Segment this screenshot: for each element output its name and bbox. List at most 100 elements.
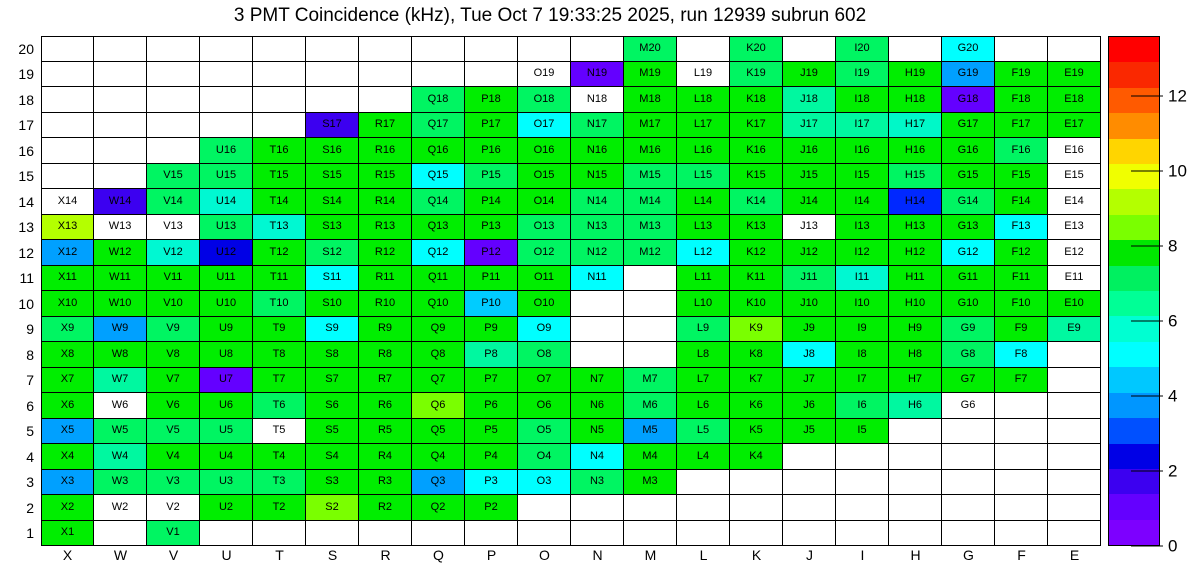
- cell-label: O5: [536, 424, 552, 437]
- cell-label: G6: [960, 398, 976, 411]
- cell-label: N7: [589, 373, 605, 386]
- heatmap-cell-r3: R3: [359, 469, 412, 495]
- heatmap-cell-h18: H18: [889, 87, 942, 113]
- cell-label: V7: [166, 373, 180, 386]
- heatmap-cell-s12: S12: [306, 240, 359, 266]
- heatmap-cell-u14: U14: [200, 189, 253, 215]
- cell-label: H17: [904, 118, 926, 131]
- heatmap-cell-empty: [942, 469, 995, 495]
- cell-label: M17: [639, 118, 661, 131]
- cell-label: L12: [693, 245, 713, 258]
- cell-label: T7: [272, 373, 286, 386]
- colorbar-band-16: [1109, 443, 1159, 469]
- colorbar-tick-12: [1131, 95, 1163, 97]
- heatmap-cell-s10: S10: [306, 291, 359, 317]
- heatmap-cell-x13: X13: [41, 214, 94, 240]
- heatmap-cell-empty: [359, 520, 412, 546]
- cell-label: R16: [374, 143, 396, 156]
- plot-area: M20 K20 I20 G20 O19 N19 M19 L19 K19 J19 I19 H19 G19 F…: [41, 36, 1101, 546]
- heatmap-cell-k11: K11: [730, 265, 783, 291]
- heatmap-cell-empty: [995, 418, 1048, 444]
- cell-label: S4: [325, 449, 339, 462]
- heatmap-cell-m15: M15: [624, 163, 677, 189]
- heatmap-cell-q16: Q16: [412, 138, 465, 164]
- heatmap-cell-u2: U2: [200, 495, 253, 521]
- y-axis-tick-12: 12: [18, 244, 34, 261]
- heatmap-cell-o19: O19: [518, 61, 571, 87]
- cell-label: V9: [166, 322, 180, 335]
- heatmap-cell-empty: [359, 87, 412, 113]
- heatmap-cell-empty: [94, 61, 147, 87]
- heatmap-cell-k8: K8: [730, 342, 783, 368]
- cell-label: M16: [639, 143, 661, 156]
- cell-label: J17: [800, 118, 818, 131]
- cell-label: E15: [1064, 169, 1084, 182]
- cell-label: G15: [957, 169, 979, 182]
- cell-label: Q6: [430, 398, 446, 411]
- heatmap-cell-t11: T11: [253, 265, 306, 291]
- heatmap-cell-k4: K4: [730, 444, 783, 470]
- heatmap-cell-empty: [889, 469, 942, 495]
- heatmap-cell-n19: N19: [571, 61, 624, 87]
- heatmap-cell-empty: [942, 520, 995, 546]
- heatmap-cell-p4: P4: [465, 444, 518, 470]
- x-axis-tick-I: I: [860, 547, 865, 563]
- heatmap-cell-empty: [306, 36, 359, 62]
- heatmap-cell-f18: F18: [995, 87, 1048, 113]
- cell-label: J10: [800, 296, 818, 309]
- cell-label: Q5: [430, 424, 446, 437]
- heatmap-cell-k7: K7: [730, 367, 783, 393]
- heatmap-cell-l16: L16: [677, 138, 730, 164]
- y-axis-tick-13: 13: [18, 219, 34, 236]
- cell-label: M15: [639, 169, 661, 182]
- heatmap-cell-x10: X10: [41, 291, 94, 317]
- x-axis-tick-O: O: [539, 547, 550, 563]
- cell-label: K5: [749, 424, 763, 437]
- cell-label: M18: [639, 92, 661, 105]
- heatmap-cell-w2: W2: [94, 495, 147, 521]
- heatmap-cell-x7: X7: [41, 367, 94, 393]
- heatmap-cell-o12: O12: [518, 240, 571, 266]
- heatmap-cell-empty: [995, 495, 1048, 521]
- heatmap-cell-l15: L15: [677, 163, 730, 189]
- colorbar-band-1: [1109, 62, 1159, 88]
- heatmap-cell-e17: E17: [1048, 112, 1101, 138]
- x-axis-tick-H: H: [910, 547, 921, 563]
- heatmap-cell-empty: [94, 36, 147, 62]
- cell-label: U15: [215, 169, 237, 182]
- heatmap-cell-e13: E13: [1048, 214, 1101, 240]
- heatmap-cell-r12: R12: [359, 240, 412, 266]
- heatmap-cell-empty: [147, 112, 200, 138]
- cell-label: U10: [215, 296, 237, 309]
- heatmap-cell-empty: [889, 444, 942, 470]
- heatmap-cell-t15: T15: [253, 163, 306, 189]
- cell-label: P5: [484, 424, 498, 437]
- heatmap-cell-empty: [94, 138, 147, 164]
- heatmap-cell-o9: O9: [518, 316, 571, 342]
- heatmap-cell-empty: [412, 520, 465, 546]
- heatmap-cell-empty: [1048, 444, 1101, 470]
- heatmap-cell-r5: R5: [359, 418, 412, 444]
- cell-label: R9: [377, 322, 393, 335]
- heatmap-cell-u4: U4: [200, 444, 253, 470]
- cell-label: H19: [904, 67, 926, 80]
- cell-label: R3: [377, 475, 393, 488]
- heatmap-cell-e14: E14: [1048, 189, 1101, 215]
- cell-label: P9: [484, 322, 498, 335]
- heatmap-cell-q11: Q11: [412, 265, 465, 291]
- cell-label: R11: [375, 271, 395, 284]
- heatmap-cell-empty: [147, 36, 200, 62]
- heatmap-cell-empty: [518, 495, 571, 521]
- heatmap-cell-empty: [677, 495, 730, 521]
- heatmap-cell-x12: X12: [41, 240, 94, 266]
- heatmap-cell-s13: S13: [306, 214, 359, 240]
- heatmap-cell-s3: S3: [306, 469, 359, 495]
- cell-label: V14: [163, 194, 183, 207]
- cell-label: H14: [904, 194, 926, 207]
- cell-label: E14: [1064, 194, 1084, 207]
- heatmap-cell-n15: N15: [571, 163, 624, 189]
- cell-label: M7: [642, 373, 658, 386]
- heatmap-cell-q8: Q8: [412, 342, 465, 368]
- cell-label: U9: [218, 322, 234, 335]
- cell-label: S6: [325, 398, 339, 411]
